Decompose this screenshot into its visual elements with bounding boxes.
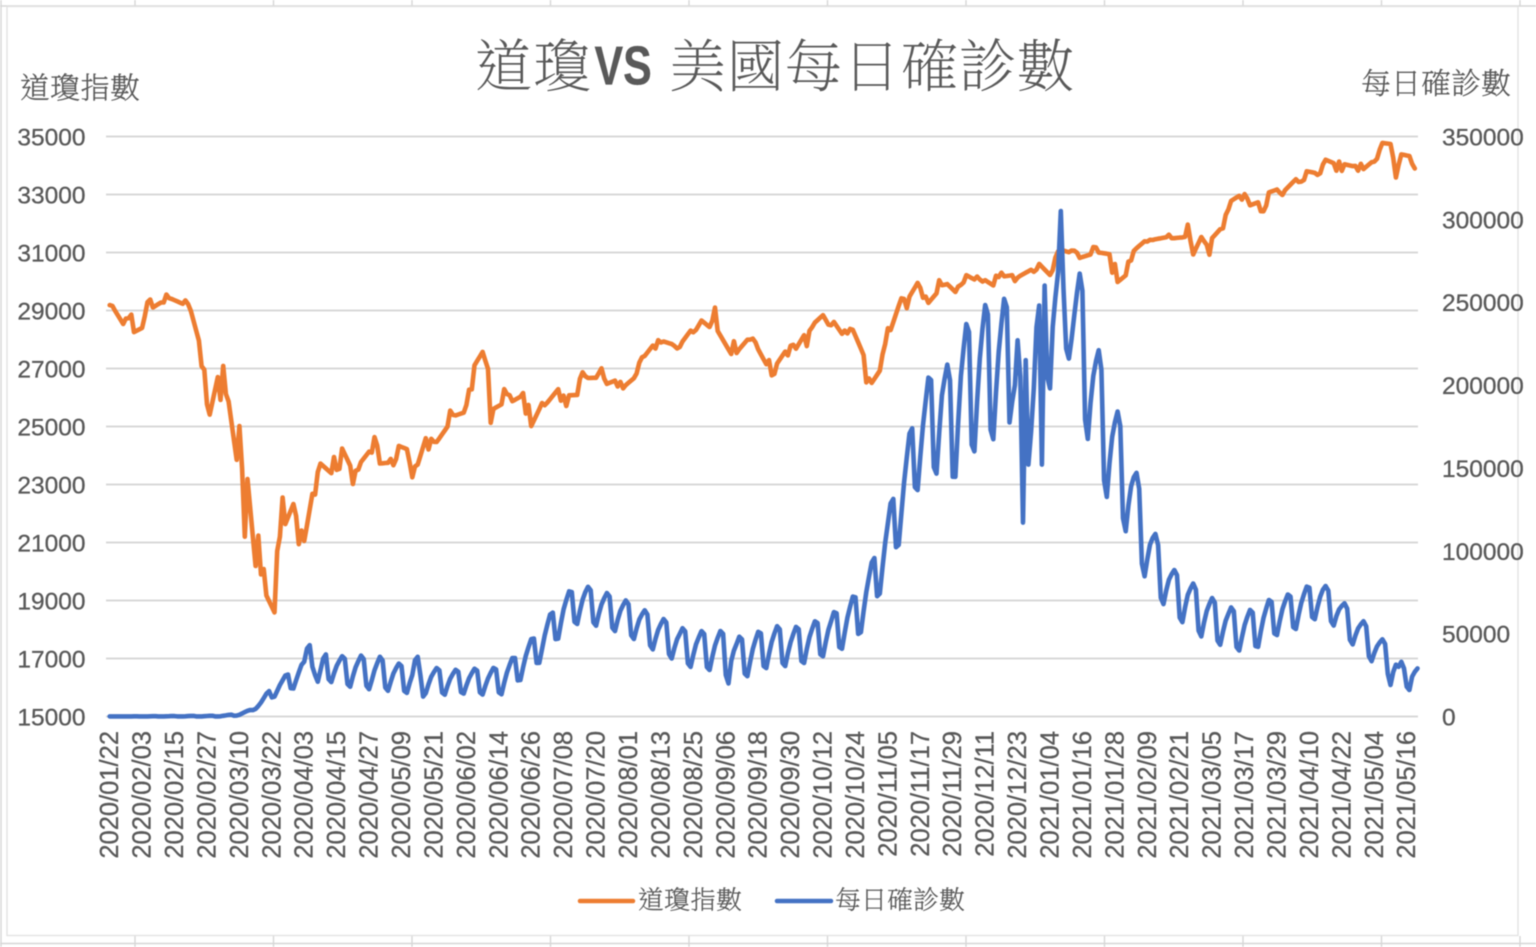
svg-text:2020/04/15: 2020/04/15 — [323, 731, 351, 859]
svg-text:VS: VS — [595, 35, 652, 96]
svg-text:2020/05/21: 2020/05/21 — [420, 731, 448, 859]
svg-text:50000: 50000 — [1442, 622, 1510, 649]
svg-text:2020/12/23: 2020/12/23 — [1004, 731, 1032, 859]
svg-text:2020/08/01: 2020/08/01 — [615, 731, 643, 859]
svg-text:2020/09/30: 2020/09/30 — [777, 731, 805, 859]
svg-text:23000: 23000 — [17, 473, 85, 500]
svg-text:2020/01/22: 2020/01/22 — [96, 731, 124, 859]
svg-text:2020/02/03: 2020/02/03 — [129, 731, 157, 859]
svg-text:2020/10/12: 2020/10/12 — [810, 731, 838, 859]
svg-text:2021/04/22: 2021/04/22 — [1328, 731, 1356, 859]
svg-text:2021/02/09: 2021/02/09 — [1134, 731, 1162, 859]
svg-text:2020/11/17: 2020/11/17 — [907, 731, 935, 857]
svg-text:2020/09/06: 2020/09/06 — [712, 731, 740, 859]
svg-text:2020/07/20: 2020/07/20 — [583, 731, 611, 859]
svg-text:2020/10/24: 2020/10/24 — [842, 731, 870, 859]
svg-text:17000: 17000 — [17, 647, 85, 674]
svg-text:2021/03/17: 2021/03/17 — [1231, 731, 1259, 859]
svg-text:2021/05/16: 2021/05/16 — [1393, 731, 1421, 859]
svg-text:31000: 31000 — [17, 241, 85, 268]
svg-text:15000: 15000 — [17, 705, 85, 732]
svg-text:2021/01/28: 2021/01/28 — [1101, 731, 1129, 859]
svg-text:27000: 27000 — [17, 357, 85, 384]
svg-text:35000: 35000 — [17, 125, 85, 152]
svg-text:2021/02/21: 2021/02/21 — [1166, 731, 1194, 859]
svg-text:350000: 350000 — [1442, 125, 1524, 152]
svg-text:19000: 19000 — [17, 589, 85, 616]
svg-text:2020/09/18: 2020/09/18 — [745, 731, 773, 859]
svg-text:2020/04/03: 2020/04/03 — [291, 731, 319, 859]
svg-text:2020/02/15: 2020/02/15 — [161, 731, 189, 859]
svg-text:2021/01/16: 2021/01/16 — [1069, 731, 1097, 859]
svg-text:2020/06/14: 2020/06/14 — [485, 731, 513, 859]
svg-text:2020/08/13: 2020/08/13 — [647, 731, 675, 859]
svg-text:21000: 21000 — [17, 531, 85, 558]
svg-text:150000: 150000 — [1442, 456, 1524, 483]
svg-text:2020/04/27: 2020/04/27 — [356, 731, 384, 859]
svg-text:2020/03/22: 2020/03/22 — [258, 731, 286, 859]
svg-text:2020/02/27: 2020/02/27 — [194, 731, 222, 859]
svg-text:2020/11/29: 2020/11/29 — [939, 731, 967, 857]
svg-text:0: 0 — [1442, 705, 1456, 732]
svg-text:29000: 29000 — [17, 299, 85, 326]
svg-text:2020/07/08: 2020/07/08 — [550, 731, 578, 859]
svg-text:2021/03/29: 2021/03/29 — [1264, 731, 1292, 859]
svg-text:2020/06/26: 2020/06/26 — [518, 731, 546, 859]
svg-text:250000: 250000 — [1442, 290, 1524, 317]
svg-text:2021/05/04: 2021/05/04 — [1361, 731, 1389, 859]
svg-text:2020/05/09: 2020/05/09 — [388, 731, 416, 859]
svg-text:2020/12/11: 2020/12/11 — [972, 731, 1000, 857]
svg-text:2020/03/10: 2020/03/10 — [226, 731, 254, 859]
svg-text:25000: 25000 — [17, 415, 85, 442]
svg-text:2020/11/05: 2020/11/05 — [874, 731, 902, 857]
svg-text:100000: 100000 — [1442, 539, 1524, 566]
svg-text:2021/04/10: 2021/04/10 — [1296, 731, 1324, 859]
svg-text:2021/03/05: 2021/03/05 — [1199, 731, 1227, 859]
svg-text:2020/06/02: 2020/06/02 — [453, 731, 481, 859]
svg-text:2020/08/25: 2020/08/25 — [680, 731, 708, 859]
svg-text:200000: 200000 — [1442, 373, 1524, 400]
svg-text:2021/01/04: 2021/01/04 — [1037, 731, 1065, 859]
svg-text:33000: 33000 — [17, 183, 85, 210]
svg-text:300000: 300000 — [1442, 207, 1524, 234]
